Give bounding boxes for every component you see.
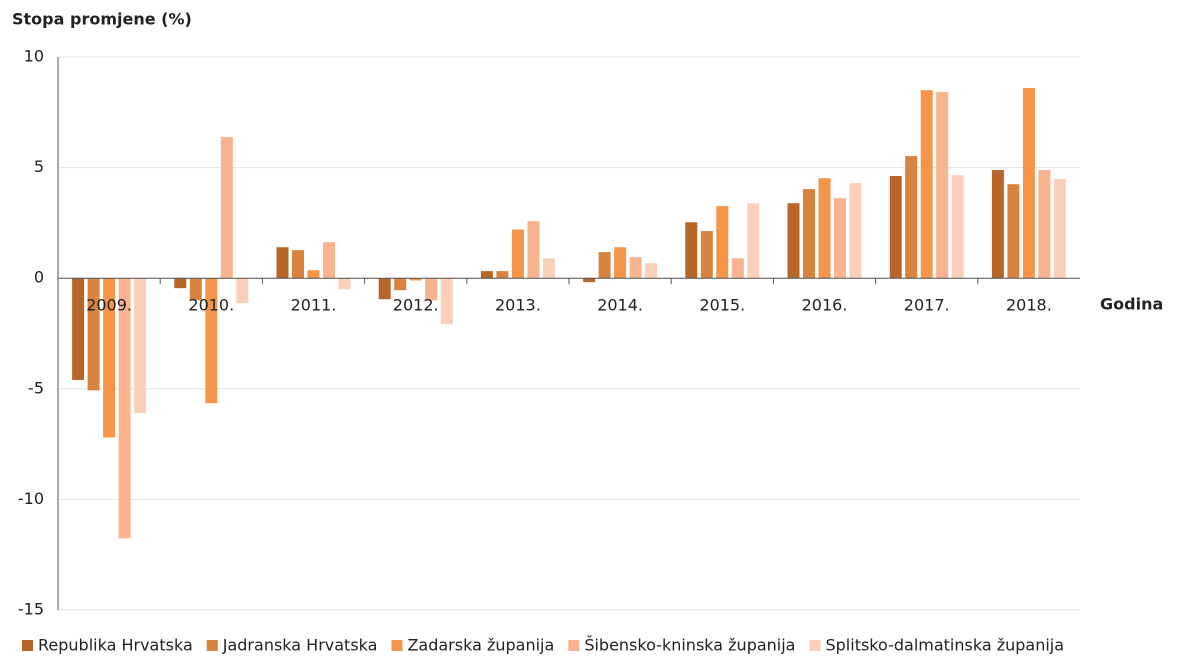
bar bbox=[583, 278, 596, 283]
bar bbox=[440, 278, 453, 325]
y-tick-label: 0 bbox=[34, 268, 44, 287]
y-tick-label: 10 bbox=[24, 47, 44, 66]
legend-label: Zadarska županija bbox=[407, 636, 554, 655]
legend-label: Splitsko-dalmatinska županija bbox=[825, 636, 1064, 655]
x-tick-label: 2012. bbox=[393, 296, 439, 315]
y-tick-label: -10 bbox=[18, 489, 44, 508]
bar bbox=[1022, 87, 1035, 279]
legend-swatch bbox=[22, 640, 33, 651]
x-tick-label: 2009. bbox=[86, 296, 132, 315]
bar bbox=[425, 278, 438, 301]
x-tick-label: 2015. bbox=[699, 296, 745, 315]
bar bbox=[378, 278, 391, 300]
bar bbox=[818, 178, 831, 279]
bar bbox=[598, 252, 611, 279]
bar bbox=[87, 278, 100, 391]
x-tick-label: 2018. bbox=[1006, 296, 1052, 315]
bar bbox=[134, 278, 147, 414]
legend-swatch bbox=[568, 640, 580, 651]
bar bbox=[936, 91, 949, 279]
bar bbox=[511, 229, 524, 279]
bar bbox=[527, 221, 540, 279]
x-tick-label: 2010. bbox=[188, 296, 234, 315]
bar bbox=[920, 90, 933, 279]
bar bbox=[614, 247, 627, 279]
bar bbox=[803, 189, 815, 279]
bar bbox=[174, 278, 187, 289]
bar bbox=[629, 257, 642, 279]
bar bbox=[292, 250, 304, 279]
legend-swatch bbox=[391, 640, 403, 651]
bar bbox=[72, 278, 85, 380]
bar bbox=[834, 198, 846, 279]
bar bbox=[991, 170, 1004, 279]
bar bbox=[323, 242, 335, 279]
x-axis-label: Godina bbox=[1100, 295, 1163, 314]
y-tick-label: -5 bbox=[28, 378, 44, 397]
bar bbox=[307, 270, 320, 279]
bar bbox=[118, 278, 131, 539]
bar bbox=[849, 183, 862, 279]
bar bbox=[480, 271, 493, 279]
legend-swatch bbox=[809, 640, 821, 651]
bar bbox=[220, 137, 233, 279]
bar bbox=[889, 176, 902, 279]
x-tick-label: 2013. bbox=[495, 296, 541, 315]
bar bbox=[1038, 170, 1051, 279]
bar bbox=[731, 258, 744, 279]
x-tick-label: 2016. bbox=[802, 296, 848, 315]
bar bbox=[716, 206, 729, 279]
bar bbox=[1007, 184, 1020, 279]
bar bbox=[205, 278, 218, 404]
bar bbox=[747, 203, 760, 279]
bar bbox=[905, 156, 918, 279]
bar bbox=[685, 222, 698, 279]
x-tick-label: 2014. bbox=[597, 296, 643, 315]
bar bbox=[951, 175, 964, 279]
legend-label: Republika Hrvatska bbox=[38, 636, 193, 655]
y-tick-label: -15 bbox=[18, 600, 44, 619]
bar bbox=[236, 278, 249, 304]
bar bbox=[338, 278, 351, 290]
legend-swatch bbox=[206, 640, 218, 651]
legend-label: Jadranska Hrvatska bbox=[222, 636, 378, 655]
bar bbox=[409, 278, 422, 281]
bar bbox=[645, 263, 658, 279]
bar bbox=[189, 278, 202, 301]
bar bbox=[394, 278, 407, 291]
x-tick-label: 2011. bbox=[291, 296, 337, 315]
bar bbox=[700, 231, 713, 279]
bar bbox=[103, 278, 116, 438]
bar bbox=[1053, 179, 1066, 279]
x-tick-label: 2017. bbox=[904, 296, 950, 315]
legend-label: Šibensko-kninska županija bbox=[584, 636, 795, 655]
y-tick-label: 5 bbox=[34, 157, 44, 176]
bar bbox=[496, 271, 509, 279]
bar bbox=[276, 247, 289, 279]
bar bbox=[787, 203, 800, 279]
chart-title: Stopa promjene (%) bbox=[12, 10, 192, 29]
bar bbox=[542, 258, 555, 279]
